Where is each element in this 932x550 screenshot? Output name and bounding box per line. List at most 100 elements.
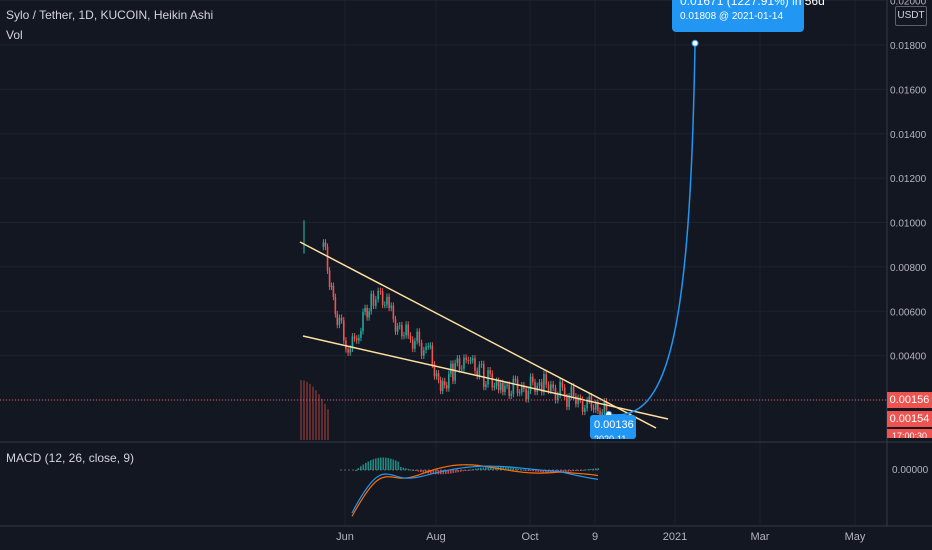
candle-body bbox=[540, 382, 543, 393]
macd-histogram-bar bbox=[407, 468, 410, 470]
candle-body bbox=[467, 359, 470, 361]
candle-body bbox=[366, 308, 368, 318]
macd-histogram-bar bbox=[582, 469, 585, 471]
candle-body bbox=[518, 392, 521, 394]
candle-body bbox=[345, 340, 347, 350]
macd-histogram-bar bbox=[537, 470, 540, 472]
grid bbox=[0, 0, 887, 525]
candle-body bbox=[527, 390, 530, 400]
candle-body bbox=[504, 385, 506, 393]
time-tick-label: Jun bbox=[336, 531, 354, 543]
candle-body bbox=[420, 342, 423, 356]
candle-body bbox=[531, 376, 534, 383]
macd-label: MACD (12, 26, close, 9) bbox=[6, 451, 135, 465]
candle-body bbox=[471, 358, 474, 361]
macd-histogram-bar bbox=[480, 467, 482, 470]
candle-body bbox=[392, 305, 395, 320]
macd-histogram-bar bbox=[540, 470, 542, 473]
volume-bar bbox=[321, 398, 323, 440]
current-price-tag: 0.00156 bbox=[887, 392, 932, 408]
candle-body bbox=[448, 373, 450, 389]
candle-body bbox=[506, 384, 508, 386]
candle-body bbox=[364, 308, 366, 312]
candle-body bbox=[368, 311, 370, 318]
candle-body bbox=[497, 380, 500, 391]
macd-histogram-bar bbox=[415, 470, 417, 471]
candle-body bbox=[340, 317, 343, 321]
candle-body bbox=[441, 381, 444, 391]
macd-histogram-bar bbox=[467, 470, 470, 471]
price-tick-label: 0.02000 bbox=[890, 0, 927, 8]
candle-body bbox=[577, 397, 579, 405]
candle-body bbox=[460, 368, 463, 370]
candle-body bbox=[407, 324, 410, 336]
macd-histogram-bar bbox=[597, 468, 600, 470]
macd-histogram-bar bbox=[490, 466, 492, 470]
candle-body bbox=[480, 363, 483, 365]
macd-histogram-bar bbox=[565, 470, 567, 473]
candle-body bbox=[572, 386, 575, 397]
lower-trendline bbox=[302, 335, 669, 420]
price-tick-label: 0.00400 bbox=[890, 352, 927, 363]
macd-histogram-bar bbox=[367, 461, 370, 470]
candle-body bbox=[454, 363, 456, 381]
volume-bar bbox=[312, 386, 314, 440]
candle-body bbox=[456, 358, 459, 364]
candle-body bbox=[351, 336, 354, 349]
candle-body bbox=[396, 326, 399, 332]
candle-body bbox=[338, 317, 341, 325]
candle-body bbox=[588, 396, 591, 401]
candle-body bbox=[502, 383, 504, 393]
candle-body bbox=[433, 364, 436, 377]
candle-body bbox=[597, 403, 599, 411]
candle-body bbox=[431, 345, 434, 365]
countdown-tag: 17:00:30 bbox=[887, 429, 932, 438]
time-tick-label: 2021 bbox=[663, 531, 687, 543]
volume-bar bbox=[318, 394, 320, 440]
macd-histogram-bar bbox=[465, 470, 467, 471]
candle-body bbox=[358, 337, 360, 341]
price-tick-label: 0.00600 bbox=[890, 307, 927, 318]
volume-bar bbox=[306, 381, 308, 440]
macd-histogram-bar bbox=[567, 470, 570, 472]
candle-body bbox=[458, 358, 461, 370]
macd-histogram-bar bbox=[380, 457, 382, 470]
candle-body bbox=[386, 296, 388, 305]
macd-histogram-bar bbox=[432, 470, 435, 475]
volume-bar bbox=[300, 380, 302, 440]
macd-histogram-bar bbox=[530, 470, 532, 471]
candle-body bbox=[372, 293, 375, 306]
volume-bar bbox=[303, 380, 305, 440]
projection-label: 0.01671 (1227.91%) in 56d 0.01808 @ 2021… bbox=[672, 0, 825, 32]
candle-body bbox=[409, 335, 412, 340]
projection-headline: 0.01671 (1227.91%) in 56d bbox=[680, 0, 825, 8]
candle-body bbox=[512, 378, 515, 394]
macd-histogram-bar bbox=[362, 464, 365, 470]
candle-body bbox=[425, 346, 427, 351]
candle-body bbox=[324, 242, 327, 247]
candle-body bbox=[394, 319, 397, 332]
macd-histogram-bar bbox=[510, 467, 512, 470]
candle-body bbox=[594, 403, 597, 410]
currency-button[interactable]: USDT bbox=[895, 6, 927, 26]
candle-body bbox=[561, 381, 564, 388]
candle-body bbox=[383, 304, 386, 306]
candle-body bbox=[437, 373, 440, 380]
projection-target: 0.01808 @ 2021-01-14 bbox=[680, 11, 784, 22]
candle-body bbox=[485, 384, 487, 387]
macd-histogram-bar bbox=[462, 470, 465, 472]
time-tick-label: May bbox=[845, 531, 866, 543]
candle-body bbox=[362, 311, 364, 332]
candle-body bbox=[381, 291, 384, 305]
candle-body bbox=[499, 383, 502, 391]
macd-histogram-bar bbox=[375, 458, 377, 470]
macd-histogram-bar bbox=[562, 470, 565, 473]
time-tick-label: Oct bbox=[521, 531, 538, 543]
macd-histogram-bar bbox=[447, 470, 450, 474]
candle-body bbox=[330, 285, 333, 287]
price-tick-label: 0.01000 bbox=[890, 219, 927, 230]
candle-body bbox=[377, 290, 379, 300]
candle-body bbox=[491, 373, 494, 388]
candle-body bbox=[332, 285, 335, 297]
